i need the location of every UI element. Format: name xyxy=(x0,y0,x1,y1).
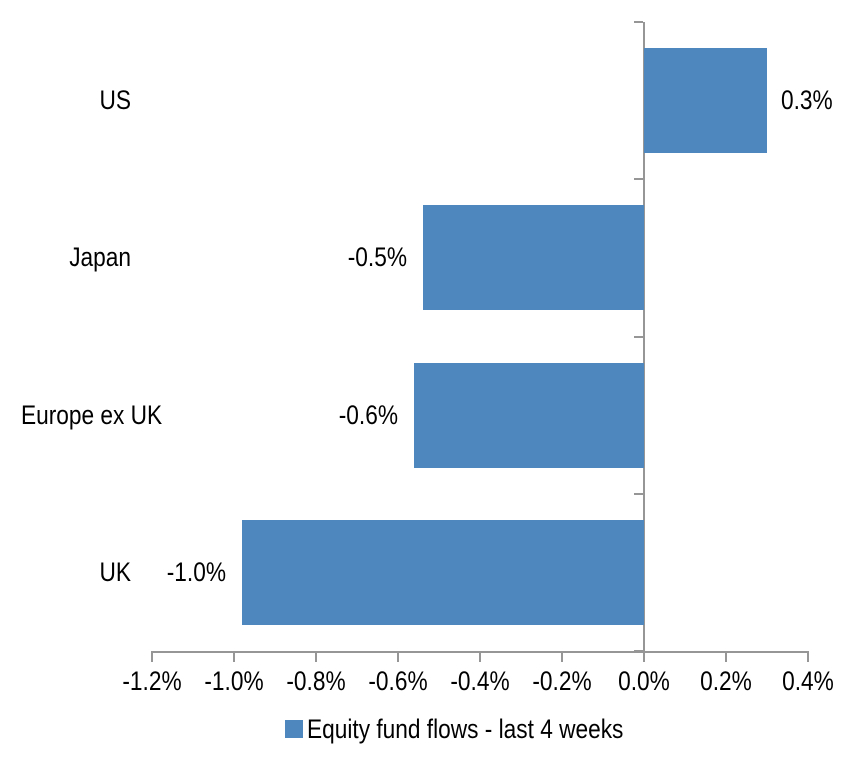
x-axis-tick xyxy=(151,651,153,662)
bar-japan xyxy=(422,205,644,311)
x-axis-tick-label: -0.6% xyxy=(368,666,428,696)
x-axis-tick-label: 0.2% xyxy=(700,666,752,696)
bar-us xyxy=(644,48,767,154)
x-axis-tick-label: -0.4% xyxy=(450,666,510,696)
x-axis-tick xyxy=(807,651,809,662)
x-axis-tick xyxy=(315,651,317,662)
x-axis-tick xyxy=(397,651,399,662)
legend-label: Equity fund flows - last 4 weeks xyxy=(307,714,624,744)
x-axis-tick xyxy=(561,651,563,662)
y-axis-tick xyxy=(634,650,643,652)
x-axis-tick-label: -0.8% xyxy=(286,666,346,696)
x-axis-tick-label: 0.0% xyxy=(618,666,670,696)
bar-europe-ex-uk xyxy=(414,362,644,468)
x-axis-tick-label: -1.0% xyxy=(204,666,264,696)
y-axis-tick xyxy=(634,21,643,23)
y-axis-tick xyxy=(634,492,643,495)
x-axis-tick xyxy=(643,651,645,662)
x-axis-tick xyxy=(233,651,235,662)
legend-swatch xyxy=(285,720,303,738)
x-axis-tick-label: -1.2% xyxy=(122,666,182,696)
category-label-us: US xyxy=(99,85,131,116)
category-label-europe-ex-uk: Europe ex UK xyxy=(20,399,163,430)
x-axis-tick xyxy=(479,651,481,662)
x-axis-tick-label: 0.4% xyxy=(782,666,834,696)
y-axis-line xyxy=(643,22,645,653)
bar-uk xyxy=(242,519,644,625)
data-label-uk: -1.0% xyxy=(166,556,227,587)
x-axis-tick-label: -0.2% xyxy=(532,666,592,696)
x-axis-tick xyxy=(725,651,727,662)
category-label-japan: Japan xyxy=(69,242,131,273)
y-axis-tick xyxy=(634,335,643,338)
data-label-us: 0.3% xyxy=(781,85,833,116)
y-axis-tick xyxy=(634,178,643,181)
data-label-japan: -0.5% xyxy=(347,242,407,273)
data-label-europe-ex-uk: -0.6% xyxy=(339,399,399,430)
category-label-uk: UK xyxy=(99,556,131,587)
